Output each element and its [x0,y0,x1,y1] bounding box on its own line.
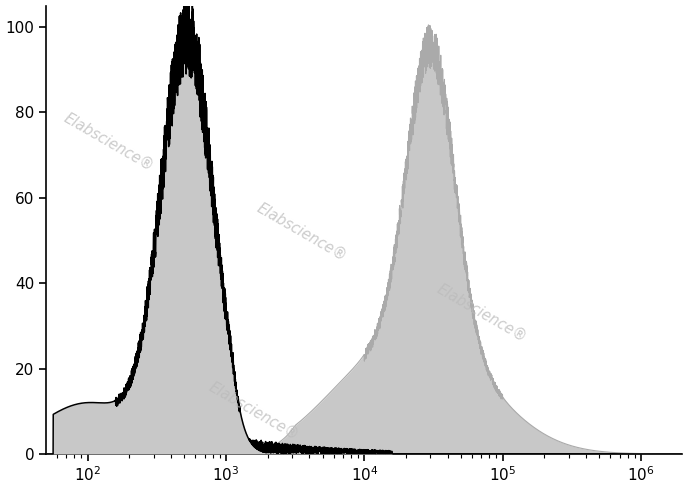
Text: Elabscience®: Elabscience® [434,281,530,345]
Text: Elabscience®: Elabscience® [61,110,156,174]
Text: Elabscience®: Elabscience® [206,379,301,443]
Text: Elabscience®: Elabscience® [255,200,350,264]
